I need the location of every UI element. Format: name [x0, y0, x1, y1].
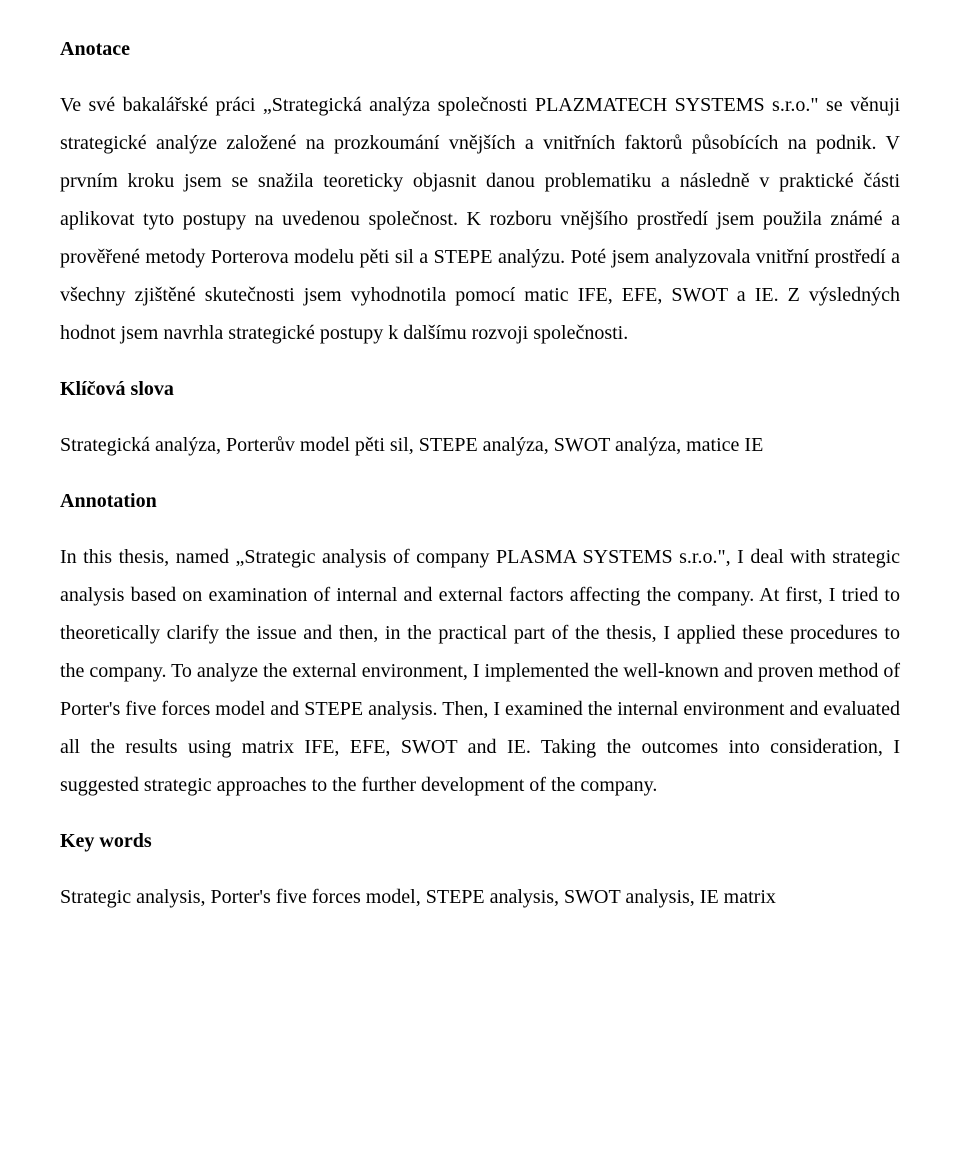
- heading-annotation: Annotation: [60, 482, 900, 520]
- heading-key-words: Key words: [60, 822, 900, 860]
- paragraph-cz-keywords: Strategická analýza, Porterův model pěti…: [60, 426, 900, 464]
- heading-anotace: Anotace: [60, 30, 900, 68]
- heading-klicova-slova: Klíčová slova: [60, 370, 900, 408]
- paragraph-cz-body: Ve své bakalářské práci „Strategická ana…: [60, 86, 900, 352]
- paragraph-en-keywords: Strategic analysis, Porter's five forces…: [60, 878, 900, 916]
- paragraph-en-body: In this thesis, named „Strategic analysi…: [60, 538, 900, 804]
